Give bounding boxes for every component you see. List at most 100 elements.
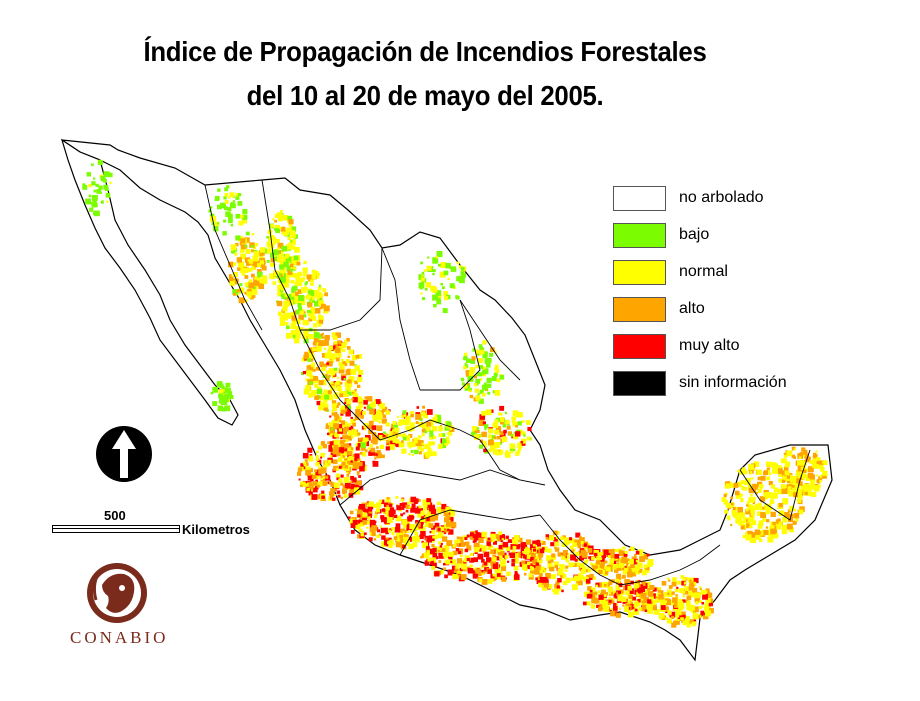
fire-index-cell bbox=[329, 423, 334, 427]
fire-index-cell bbox=[233, 262, 237, 266]
fire-index-cell bbox=[481, 572, 484, 576]
fire-index-cell bbox=[446, 540, 453, 546]
fire-index-cell bbox=[334, 432, 340, 438]
fire-index-cell bbox=[786, 450, 793, 457]
fire-index-cell bbox=[821, 461, 825, 464]
fire-index-cell bbox=[614, 563, 619, 568]
fire-index-cell bbox=[391, 527, 395, 531]
fire-index-cell bbox=[302, 314, 307, 318]
fire-index-cell bbox=[758, 483, 764, 489]
fire-index-cell bbox=[537, 539, 540, 542]
fire-index-cell bbox=[294, 267, 297, 270]
fire-index-cell bbox=[588, 575, 593, 580]
fire-index-cell bbox=[328, 382, 333, 387]
fire-index-cell bbox=[778, 474, 782, 477]
fire-index-cell bbox=[426, 265, 432, 271]
fire-index-cell bbox=[640, 607, 645, 612]
fire-index-cell bbox=[341, 461, 346, 467]
fire-index-cell bbox=[248, 259, 254, 264]
fire-index-cell bbox=[782, 498, 789, 505]
fire-index-cell bbox=[499, 405, 505, 411]
fire-index-cell bbox=[395, 443, 399, 448]
fire-index-cell bbox=[523, 434, 526, 437]
fire-index-cell bbox=[487, 546, 492, 550]
fire-index-cell bbox=[523, 554, 527, 559]
fire-index-cell bbox=[318, 314, 322, 319]
fire-index-cell bbox=[423, 552, 430, 559]
fire-index-cell bbox=[316, 450, 319, 454]
fire-index-cell bbox=[285, 272, 291, 278]
fire-index-cell bbox=[623, 553, 628, 557]
fire-index-cell bbox=[293, 310, 296, 314]
fire-index-cell bbox=[686, 600, 691, 605]
fire-index-cell bbox=[478, 358, 484, 364]
fire-index-cell bbox=[550, 542, 555, 547]
fire-index-cell bbox=[490, 549, 495, 554]
fire-index-cell bbox=[461, 382, 465, 386]
fire-index-cell bbox=[244, 275, 249, 279]
fire-index-cell bbox=[510, 450, 514, 454]
fire-index-cell bbox=[441, 503, 447, 509]
fire-index-cell bbox=[645, 565, 650, 571]
fire-index-cell bbox=[348, 455, 355, 462]
fire-index-cell bbox=[692, 613, 699, 620]
fire-index-cell bbox=[259, 258, 263, 262]
fire-index-cell bbox=[438, 433, 443, 438]
fire-index-cell bbox=[470, 552, 474, 556]
fire-index-cell bbox=[730, 502, 734, 506]
fire-index-cell bbox=[466, 558, 470, 562]
fire-index-cell bbox=[381, 530, 384, 533]
fire-index-cell bbox=[278, 253, 284, 260]
fire-index-cell bbox=[620, 566, 625, 571]
fire-index-cell bbox=[338, 362, 343, 366]
fire-index-cell bbox=[705, 610, 711, 617]
fire-index-cell bbox=[338, 478, 343, 483]
fire-index-cell bbox=[750, 532, 757, 538]
fire-index-cell bbox=[497, 552, 501, 556]
fire-index-cell bbox=[448, 516, 454, 522]
fire-index-cell bbox=[734, 506, 738, 510]
fire-index-cell bbox=[333, 423, 340, 430]
fire-index-cell bbox=[527, 426, 532, 432]
fire-index-cell bbox=[766, 519, 770, 523]
fire-index-cell bbox=[515, 425, 518, 428]
fire-index-cell bbox=[101, 200, 104, 203]
fire-index-cell bbox=[617, 590, 621, 594]
fire-index-cell bbox=[448, 555, 453, 560]
fire-index-cell bbox=[306, 309, 311, 314]
fire-index-cell bbox=[222, 231, 227, 236]
fire-index-cell bbox=[417, 440, 424, 447]
fire-index-cell bbox=[490, 409, 494, 413]
fire-index-cell bbox=[630, 568, 635, 573]
fire-index-cell bbox=[346, 423, 351, 428]
fire-index-cell bbox=[279, 267, 286, 274]
fire-index-cell bbox=[230, 202, 235, 208]
fire-index-cell bbox=[400, 513, 404, 517]
fire-index-cell bbox=[614, 568, 619, 573]
fire-index-cell bbox=[367, 447, 370, 450]
fire-index-cell bbox=[218, 389, 225, 395]
fire-index-cell bbox=[591, 587, 596, 593]
fire-index-cell bbox=[675, 609, 682, 615]
fire-index-cell bbox=[314, 308, 321, 314]
fire-index-cell bbox=[421, 271, 425, 275]
fire-index-cell bbox=[521, 431, 526, 436]
fire-index-cell bbox=[285, 276, 289, 280]
fire-index-cell bbox=[517, 421, 522, 426]
fire-index-cell bbox=[285, 312, 292, 319]
fire-index-cell bbox=[551, 589, 555, 592]
fire-index-cell bbox=[248, 268, 253, 272]
fire-index-cell bbox=[593, 565, 598, 569]
fire-index-cell bbox=[549, 535, 555, 541]
fire-index-cell bbox=[437, 549, 440, 553]
fire-index-cell bbox=[753, 461, 760, 467]
fire-index-cell bbox=[343, 439, 346, 442]
fire-index-cell bbox=[100, 176, 106, 182]
fire-index-cell bbox=[813, 452, 817, 456]
fire-index-cell bbox=[216, 381, 223, 387]
fire-index-cell bbox=[556, 531, 560, 535]
fire-index-cell bbox=[247, 259, 251, 262]
fire-index-cell bbox=[358, 437, 362, 441]
fire-index-cell bbox=[243, 268, 249, 273]
fire-index-cell bbox=[456, 539, 461, 543]
